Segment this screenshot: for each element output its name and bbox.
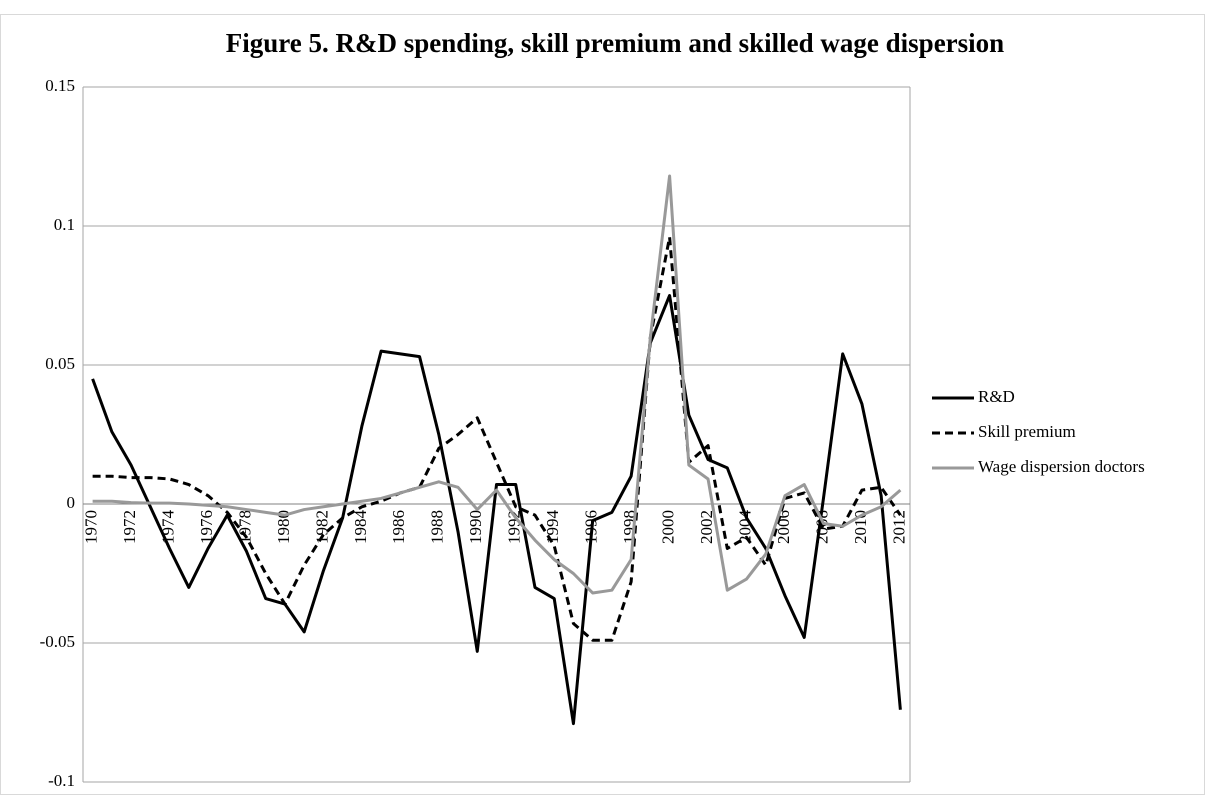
x-tick-label: 2002 [697,510,716,544]
y-tick-label: 0.1 [54,215,75,234]
x-tick-label: 1976 [197,510,216,544]
x-tick-label: 1986 [389,510,408,544]
y-tick-label: 0.15 [45,76,75,95]
x-tick-label: 1978 [235,510,254,544]
x-tick-label: 1984 [351,510,370,545]
legend-label: Wage dispersion doctors [978,457,1145,476]
x-tick-label: 2012 [889,510,908,544]
x-tick-label: 1982 [312,510,331,544]
x-tick-label: 1974 [158,510,177,545]
line-series [92,235,902,642]
y-tick-label: 0 [67,493,76,512]
legend-label: Skill premium [978,422,1076,441]
chart-title: Figure 5. R&D spending, skill premium an… [226,28,1004,58]
legend-label: R&D [978,387,1015,406]
y-tick-label: 0.05 [45,354,75,373]
x-tick-label: 1970 [82,510,101,544]
x-tick-label: 1980 [274,510,293,544]
x-tick-label: 2004 [735,510,754,545]
line-series [91,294,902,726]
x-tick-label: 1990 [466,510,485,544]
x-tick-label: 1988 [428,510,447,544]
x-tick-label: 1972 [120,510,139,544]
chart-border [0,14,1205,795]
line-series [92,174,902,595]
y-tick-label: -0.1 [48,771,75,790]
x-tick-label: 1994 [543,510,562,545]
x-tick-label: 2000 [658,510,677,544]
x-tick-label: 1992 [505,510,524,544]
y-tick-label: -0.05 [40,632,75,651]
x-tick-label: 2006 [774,510,793,544]
